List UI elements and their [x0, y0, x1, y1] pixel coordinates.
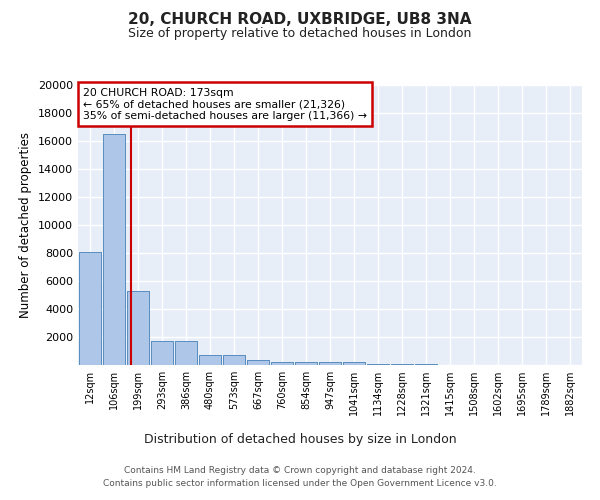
Bar — [127, 291, 149, 365]
Bar — [391, 364, 413, 365]
Bar — [319, 362, 341, 365]
Bar — [391, 364, 413, 365]
Bar — [199, 355, 221, 365]
Bar — [79, 252, 101, 365]
Bar — [271, 362, 293, 365]
Bar — [295, 362, 317, 365]
Bar — [415, 364, 437, 365]
Bar — [79, 252, 101, 365]
Bar — [151, 340, 173, 365]
Bar — [103, 134, 125, 365]
Bar — [247, 360, 269, 365]
Bar — [343, 362, 365, 365]
Bar — [175, 340, 197, 365]
Text: 20, CHURCH ROAD, UXBRIDGE, UB8 3NA: 20, CHURCH ROAD, UXBRIDGE, UB8 3NA — [128, 12, 472, 28]
Bar — [247, 360, 269, 365]
Text: 20 CHURCH ROAD: 173sqm
← 65% of detached houses are smaller (21,326)
35% of semi: 20 CHURCH ROAD: 173sqm ← 65% of detached… — [83, 88, 367, 121]
Text: Contains public sector information licensed under the Open Government Licence v3: Contains public sector information licen… — [103, 479, 497, 488]
Text: Distribution of detached houses by size in London: Distribution of detached houses by size … — [143, 432, 457, 446]
Bar — [295, 362, 317, 365]
Bar — [199, 355, 221, 365]
Text: Size of property relative to detached houses in London: Size of property relative to detached ho… — [128, 28, 472, 40]
Bar — [367, 364, 389, 365]
Bar — [223, 355, 245, 365]
Bar — [415, 364, 437, 365]
Y-axis label: Number of detached properties: Number of detached properties — [19, 132, 32, 318]
Bar — [151, 340, 173, 365]
Bar — [343, 362, 365, 365]
Bar — [223, 355, 245, 365]
Bar — [127, 291, 149, 365]
Bar — [271, 362, 293, 365]
Text: Contains HM Land Registry data © Crown copyright and database right 2024.: Contains HM Land Registry data © Crown c… — [124, 466, 476, 475]
Bar — [319, 362, 341, 365]
Bar — [175, 340, 197, 365]
Bar — [103, 134, 125, 365]
Bar — [367, 364, 389, 365]
